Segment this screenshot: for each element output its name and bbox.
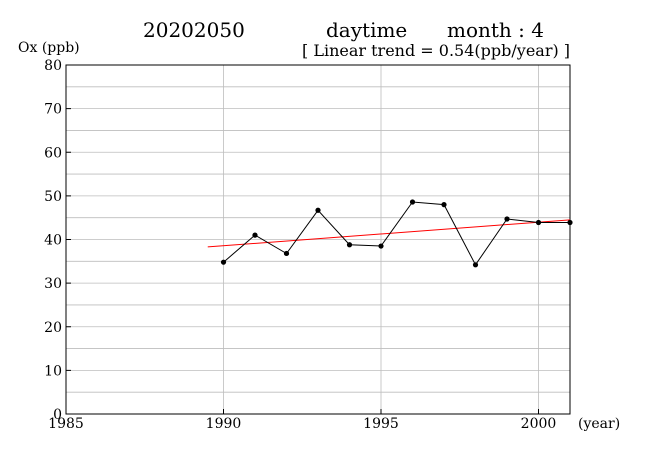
x-tick-label: 2000: [521, 416, 557, 432]
y-tick-label: 10: [44, 363, 62, 379]
y-tick-label: 0: [53, 407, 62, 423]
y-tick-label: 40: [44, 233, 62, 249]
x-axis-label: (year): [578, 416, 620, 432]
period-label: daytime: [326, 18, 408, 42]
data-point: [409, 199, 416, 205]
x-axis-ticks: 1985 1990 1995 2000: [48, 409, 556, 432]
y-axis-label: Ox (ppb): [18, 40, 80, 56]
trend-line-group: [207, 219, 571, 248]
data-point: [346, 242, 353, 248]
y-tick-label: 60: [44, 145, 62, 161]
data-point: [472, 262, 479, 268]
trend-line: [207, 219, 571, 248]
grid: [66, 65, 570, 414]
data-point: [315, 207, 321, 213]
series-group: [220, 199, 573, 268]
data-point: [283, 250, 290, 257]
y-axis-ticks: 0 10 20 30 40 50 60 70 80: [44, 58, 71, 423]
data-point: [378, 243, 384, 249]
y-tick-label: 50: [44, 189, 62, 205]
y-tick-label: 30: [44, 276, 62, 292]
series-line: [223, 201, 570, 266]
data-point: [567, 219, 573, 226]
y-tick-label: 20: [44, 320, 62, 336]
data-point: [441, 202, 447, 208]
data-point: [252, 232, 258, 238]
y-tick-label: 80: [44, 58, 62, 74]
station-id: 20202050: [143, 18, 245, 42]
data-point: [504, 216, 510, 222]
trend-annotation: [ Linear trend = 0.54(ppb/year) ]: [302, 41, 571, 60]
data-point: [535, 219, 542, 226]
x-tick-label: 1990: [206, 416, 242, 432]
month-label: month : 4: [447, 18, 544, 42]
y-tick-label: 70: [44, 102, 62, 118]
data-point: [220, 259, 227, 265]
x-tick-label: 1985: [48, 416, 84, 432]
x-tick-label: 1995: [363, 416, 399, 432]
